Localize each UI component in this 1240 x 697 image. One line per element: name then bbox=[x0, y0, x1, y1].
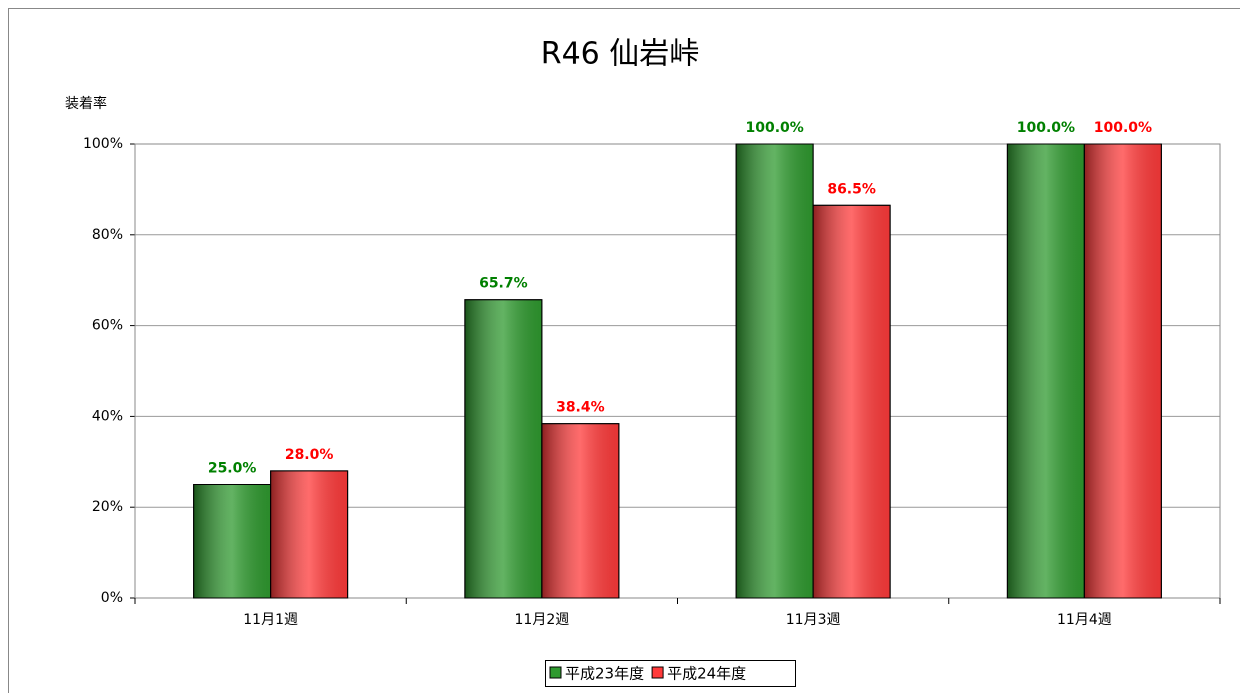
bar-shade bbox=[194, 485, 271, 599]
y-tick-label: 100% bbox=[83, 136, 123, 152]
y-axis-label: 装着率 bbox=[65, 95, 107, 112]
value-label: 86.5% bbox=[827, 181, 876, 197]
x-tick-label: 11月4週 bbox=[1057, 612, 1112, 628]
legend-label: 平成24年度 bbox=[667, 665, 746, 683]
x-tick-label: 11月3週 bbox=[786, 612, 841, 628]
x-tick-label: 11月2週 bbox=[515, 612, 570, 628]
y-tick-label: 60% bbox=[92, 318, 123, 334]
bar-shade bbox=[1084, 144, 1161, 598]
chart-title: R46 仙岩峠 bbox=[541, 37, 700, 72]
value-label: 28.0% bbox=[285, 447, 334, 463]
value-label: 25.0% bbox=[208, 461, 257, 477]
y-tick-label: 20% bbox=[92, 499, 123, 515]
bar-shade bbox=[542, 424, 619, 598]
bar-shade bbox=[1007, 144, 1084, 598]
value-label: 65.7% bbox=[479, 276, 528, 292]
bar-shade bbox=[465, 300, 542, 598]
x-tick-label: 11月1週 bbox=[243, 612, 298, 628]
y-tick-label: 0% bbox=[101, 590, 123, 606]
legend-label: 平成23年度 bbox=[565, 665, 644, 683]
value-label: 100.0% bbox=[1017, 120, 1075, 136]
y-tick-label: 40% bbox=[92, 408, 123, 424]
legend-swatch bbox=[652, 667, 663, 678]
y-tick-label: 80% bbox=[92, 227, 123, 243]
value-label: 100.0% bbox=[745, 120, 803, 136]
bar-shade bbox=[813, 205, 890, 598]
value-label: 38.4% bbox=[556, 400, 605, 416]
bar-shade bbox=[271, 471, 348, 598]
bar-shade bbox=[736, 144, 813, 598]
value-label: 100.0% bbox=[1094, 120, 1152, 136]
legend-swatch bbox=[550, 667, 561, 678]
